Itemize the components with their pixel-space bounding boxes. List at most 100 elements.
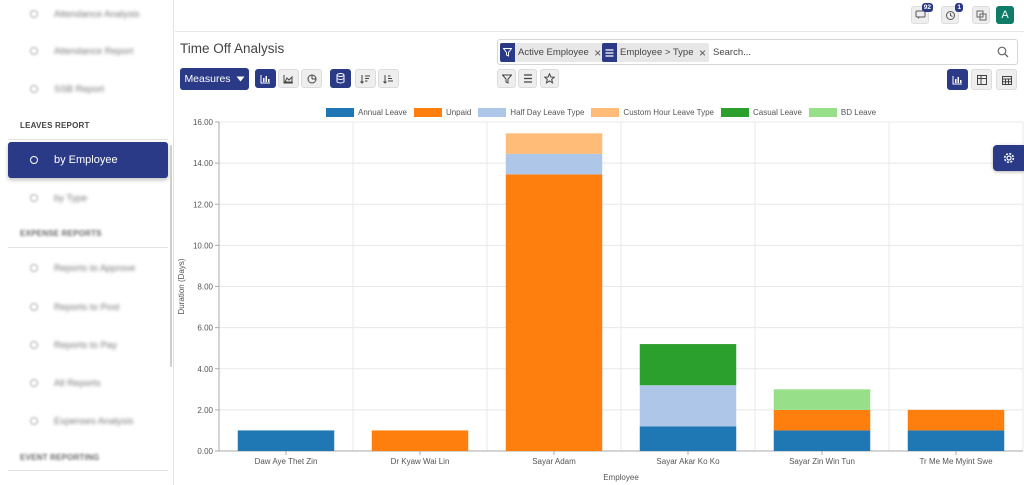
sort-descending-icon [360,74,370,84]
sidebar-item-label: by Employee [54,154,118,166]
group-by-icon [602,43,617,62]
sidebar-item-label: Expenses Analysis [54,415,134,427]
sidebar-item-all-reports[interactable]: All Reports [8,366,168,400]
legend-item[interactable]: Half Day Leave Type [478,107,584,117]
graph-view-button[interactable] [947,69,968,90]
remove-facet-icon[interactable]: × [594,45,602,60]
measures-button[interactable]: Measures [180,68,249,90]
time-off-chart: 0.00 2.00 4.00 6.00 8.00 10.00 12.00 14.00 16.00… [177,118,1024,482]
clock-icon [945,10,955,20]
database-icon [336,73,345,84]
sidebar-scrollbar[interactable] [170,145,172,367]
legend-swatch [721,107,749,117]
user-avatar[interactable]: A [996,6,1014,24]
layers-icon [976,10,986,20]
sidebar-item-by-type[interactable]: by Type [8,181,168,215]
gear-icon [1003,152,1014,164]
pie-chart-button[interactable] [301,69,322,88]
line-chart-button[interactable] [278,69,299,88]
circle-icon [30,379,38,387]
bar-segment [639,426,737,451]
sidebar-item-attendance-analysis[interactable]: Attendance Analysis [8,0,168,31]
sidebar-item-ssb-report[interactable]: SSB Report [8,72,168,106]
legend-swatch [808,107,837,117]
section-heading-expense: EXPENSE REPORTS [20,229,102,238]
search-icon[interactable] [997,46,1009,58]
sidebar-item-label: Attendance Report [54,45,134,57]
page-title: Time Off Analysis [180,41,285,56]
circle-icon [30,194,38,202]
sidebar-item-label: Attendance Analysis [54,8,140,20]
y-axis-label: Duration (Days) [177,258,186,314]
filter-icon [501,74,512,84]
sidebar-item-reports-to-pay[interactable]: Reports to Pay [8,328,168,362]
calendar-view-button[interactable] [996,69,1017,90]
settings-float-button[interactable] [993,145,1024,171]
pivot-view-button[interactable] [971,69,992,90]
sidebar-item-label: Reports to Post [54,301,120,313]
switch-company-button[interactable] [972,6,990,24]
bar-chart-icon [260,74,270,83]
filters-button[interactable] [497,69,516,88]
sidebar-item-reports-to-approve[interactable]: Reports to Approve [8,251,168,285]
sidebar-item-expenses-analysis[interactable]: Expenses Analysis [8,404,168,438]
bar-chart-button[interactable] [255,69,276,88]
divider [8,247,168,248]
bar-segment [907,409,1005,431]
group-by-button[interactable] [518,69,537,88]
circle-icon [30,303,38,311]
calendar-icon [1001,75,1012,85]
facet-groupby-employee-type[interactable]: Employee > Type × [602,43,709,62]
activity-button[interactable]: 1 [941,3,963,24]
bar-segment [773,389,871,410]
sidebar-item-reports-to-post[interactable]: Reports to Post [8,290,168,324]
search-input[interactable] [713,45,983,60]
facet-active-employee[interactable]: Active Employee × [500,43,604,62]
legend-label: Custom Hour Leave Type [623,107,714,117]
x-tick-label: Tr Me Me Myint Swe [919,457,993,466]
sidebar-item-label: by Type [54,192,88,204]
filter-icon [500,43,515,62]
list-icon [523,74,532,83]
legend-item[interactable]: Annual Leave [326,107,407,117]
messages-button[interactable]: 92 [911,3,933,24]
bar-segment [371,430,469,451]
sidebar-item-by-employee[interactable]: by Employee [8,142,168,178]
favorites-button[interactable] [540,69,559,88]
legend-item[interactable]: Unpaid [413,107,471,117]
y-tick-label: 2.00 [197,406,213,415]
chart-legend: Annual Leave Unpaid Half Day Leave Type Cus… [326,106,883,118]
activity-count-badge: 1 [955,3,963,12]
table-icon [976,74,987,85]
sidebar: Attendance Analysis Attendance Report SS… [0,0,174,485]
legend-label: Casual Leave [753,107,802,117]
legend-swatch [413,107,442,117]
legend-item[interactable]: Casual Leave [721,107,802,117]
circle-icon [30,156,38,164]
sort-ascending-icon [383,74,393,84]
bar-segment [639,385,737,427]
remove-facet-icon[interactable]: × [698,45,706,60]
section-heading-leaves: LEAVES REPORT [20,121,90,130]
divider [8,470,168,471]
y-tick-label: 16.00 [193,118,214,127]
legend-swatch [591,107,620,117]
sort-descending-button[interactable] [355,69,376,88]
pie-chart-icon [307,74,316,83]
legend-swatch [478,107,507,117]
legend-label: BD Leave [840,107,877,117]
x-tick-label: Sayar Zin Win Tun [789,457,855,466]
stacked-toggle-button[interactable] [330,69,351,88]
search-bar: Active Employee × Employee > Type × [497,39,1018,65]
y-tick-label: 4.00 [197,365,213,374]
legend-item[interactable]: BD Leave [808,107,877,117]
area-chart-icon [283,74,293,83]
sidebar-item-attendance-report[interactable]: Attendance Report [8,34,168,68]
x-tick-label: Sayar Adam [532,457,576,466]
bar-segment [505,174,603,451]
sort-ascending-button[interactable] [378,69,399,88]
sidebar-item-label: SSB Report [54,83,105,95]
legend-item[interactable]: Custom Hour Leave Type [591,107,714,117]
messages-count-badge: 92 [921,3,933,12]
